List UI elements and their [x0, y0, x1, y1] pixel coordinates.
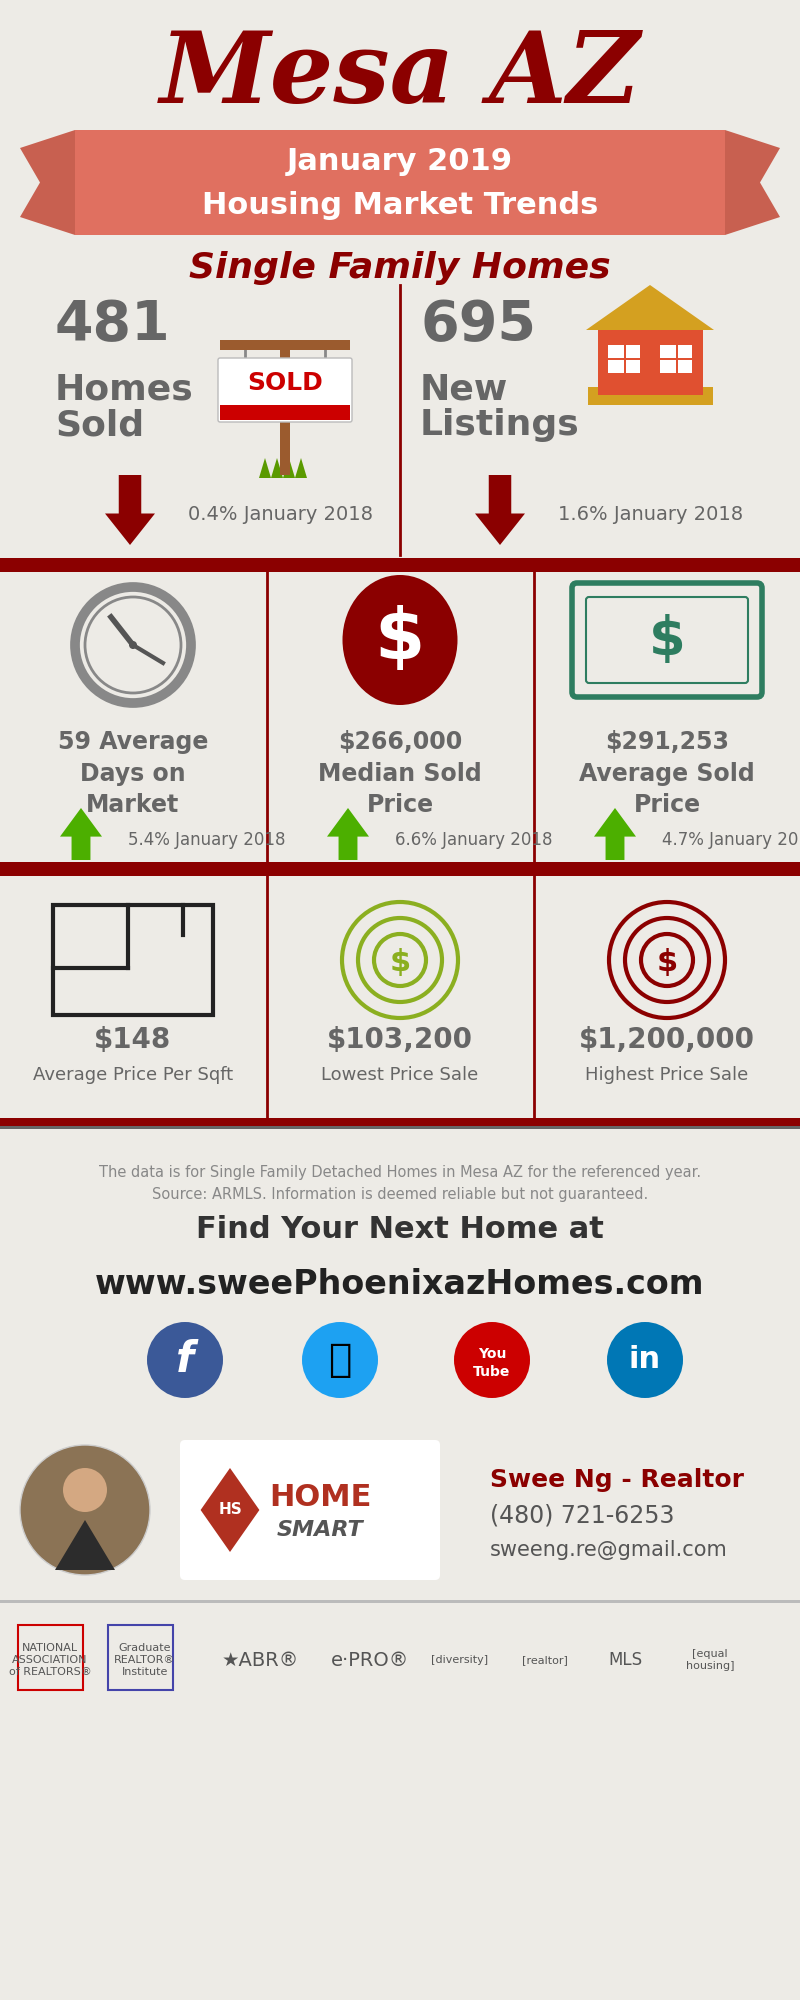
Polygon shape	[283, 458, 295, 478]
Text: ★ABR®: ★ABR®	[222, 1650, 298, 1670]
Bar	[0, 558, 800, 572]
FancyBboxPatch shape	[586, 596, 748, 684]
Text: 481: 481	[55, 298, 170, 352]
Bar	[0, 1126, 800, 1128]
Text: Find Your Next Home at: Find Your Next Home at	[196, 1216, 604, 1244]
FancyBboxPatch shape	[218, 358, 352, 422]
Text: Mesa AZ: Mesa AZ	[159, 26, 641, 124]
Bar	[0, 862, 800, 876]
Text: New: New	[420, 372, 508, 408]
Bar	[608, 344, 640, 372]
Polygon shape	[586, 284, 714, 330]
Text: [realtor]: [realtor]	[522, 1656, 568, 1664]
Text: Housing Market Trends: Housing Market Trends	[202, 190, 598, 220]
Text: $: $	[375, 606, 425, 674]
Text: You: You	[478, 1348, 506, 1360]
Text: $103,200: $103,200	[327, 1026, 473, 1054]
Text: (480) 721-6253: (480) 721-6253	[490, 1504, 674, 1528]
Text: Lowest Price Sale: Lowest Price Sale	[322, 1066, 478, 1084]
Text: Listings: Listings	[420, 408, 580, 442]
Polygon shape	[594, 808, 636, 860]
Polygon shape	[271, 458, 283, 478]
Circle shape	[63, 1468, 107, 1512]
Circle shape	[302, 1322, 378, 1398]
FancyBboxPatch shape	[572, 584, 762, 698]
Text: 695: 695	[420, 298, 536, 352]
Text: MLS: MLS	[608, 1652, 642, 1668]
Text: 59 Average
Days on
Market: 59 Average Days on Market	[58, 730, 208, 818]
Text: Highest Price Sale: Highest Price Sale	[586, 1066, 749, 1084]
Bar	[588, 388, 713, 404]
Polygon shape	[259, 458, 271, 478]
Text: 0.4% January 2018: 0.4% January 2018	[188, 506, 373, 524]
Text: [diversity]: [diversity]	[431, 1656, 489, 1664]
Text: $: $	[649, 614, 686, 666]
Polygon shape	[60, 808, 102, 860]
Bar	[220, 340, 350, 350]
Polygon shape	[105, 474, 155, 544]
Ellipse shape	[342, 576, 458, 706]
Text: NATIONAL
ASSOCIATION
of REALTORS®: NATIONAL ASSOCIATION of REALTORS®	[9, 1644, 91, 1676]
Text: e·PRO®: e·PRO®	[331, 1650, 409, 1670]
Bar	[75, 130, 725, 234]
Text: sweeng.re@gmail.com: sweeng.re@gmail.com	[490, 1540, 728, 1560]
Polygon shape	[327, 808, 369, 860]
Bar	[608, 358, 640, 360]
Text: in: in	[629, 1346, 661, 1374]
Text: 1.6% January 2018: 1.6% January 2018	[558, 506, 743, 524]
Bar	[220, 404, 350, 420]
Text: Tube: Tube	[474, 1364, 510, 1380]
Circle shape	[607, 1322, 683, 1398]
Polygon shape	[55, 1520, 115, 1570]
Text: $291,253
Average Sold
Price: $291,253 Average Sold Price	[579, 730, 755, 818]
Bar	[18, 1624, 83, 1690]
Bar	[624, 344, 626, 372]
Text: 6.6% January 2018: 6.6% January 2018	[395, 832, 553, 848]
Polygon shape	[201, 1468, 259, 1552]
Circle shape	[454, 1322, 530, 1398]
Text: HOME: HOME	[269, 1484, 371, 1512]
Bar	[0, 1118, 800, 1126]
Text: Swee Ng - Realtor: Swee Ng - Realtor	[490, 1468, 744, 1492]
FancyBboxPatch shape	[180, 1440, 440, 1580]
Text: 5.4% January 2018: 5.4% January 2018	[128, 832, 286, 848]
Text: [equal
housing]: [equal housing]	[686, 1650, 734, 1670]
Text: $266,000
Median Sold
Price: $266,000 Median Sold Price	[318, 730, 482, 818]
Text: $: $	[656, 948, 678, 976]
Text: $1,200,000: $1,200,000	[579, 1026, 755, 1054]
Polygon shape	[475, 474, 525, 544]
Bar	[280, 344, 290, 474]
Text: f: f	[176, 1340, 194, 1380]
Text: SOLD: SOLD	[247, 372, 323, 396]
Text: Graduate
REALTOR®
Institute: Graduate REALTOR® Institute	[114, 1644, 176, 1676]
Circle shape	[129, 640, 137, 648]
Text: $148: $148	[94, 1026, 172, 1054]
Bar	[0, 1600, 800, 1604]
Polygon shape	[20, 130, 75, 234]
Text: SMART: SMART	[277, 1520, 363, 1540]
Text: January 2019: January 2019	[287, 148, 513, 176]
Circle shape	[20, 1444, 150, 1576]
Bar	[676, 344, 678, 372]
Polygon shape	[725, 130, 780, 234]
Bar	[660, 344, 692, 372]
Text: 4.7% January 2018: 4.7% January 2018	[662, 832, 800, 848]
Text: www.sweePhoenixazHomes.com: www.sweePhoenixazHomes.com	[95, 1268, 705, 1302]
Bar	[53, 904, 213, 1016]
Polygon shape	[295, 458, 307, 478]
Bar	[660, 358, 692, 360]
Text: HS: HS	[218, 1502, 242, 1518]
Text: Single Family Homes: Single Family Homes	[189, 250, 611, 284]
Text: Sold: Sold	[55, 408, 144, 442]
Text: $: $	[390, 948, 410, 976]
Text: 🐦: 🐦	[328, 1340, 352, 1380]
Text: Homes: Homes	[55, 372, 194, 408]
Text: Average Price Per Sqft: Average Price Per Sqft	[33, 1066, 233, 1084]
Bar	[108, 1624, 173, 1690]
Bar	[598, 330, 703, 396]
Circle shape	[147, 1322, 223, 1398]
Text: The data is for Single Family Detached Homes in Mesa AZ for the referenced year.: The data is for Single Family Detached H…	[99, 1164, 701, 1202]
